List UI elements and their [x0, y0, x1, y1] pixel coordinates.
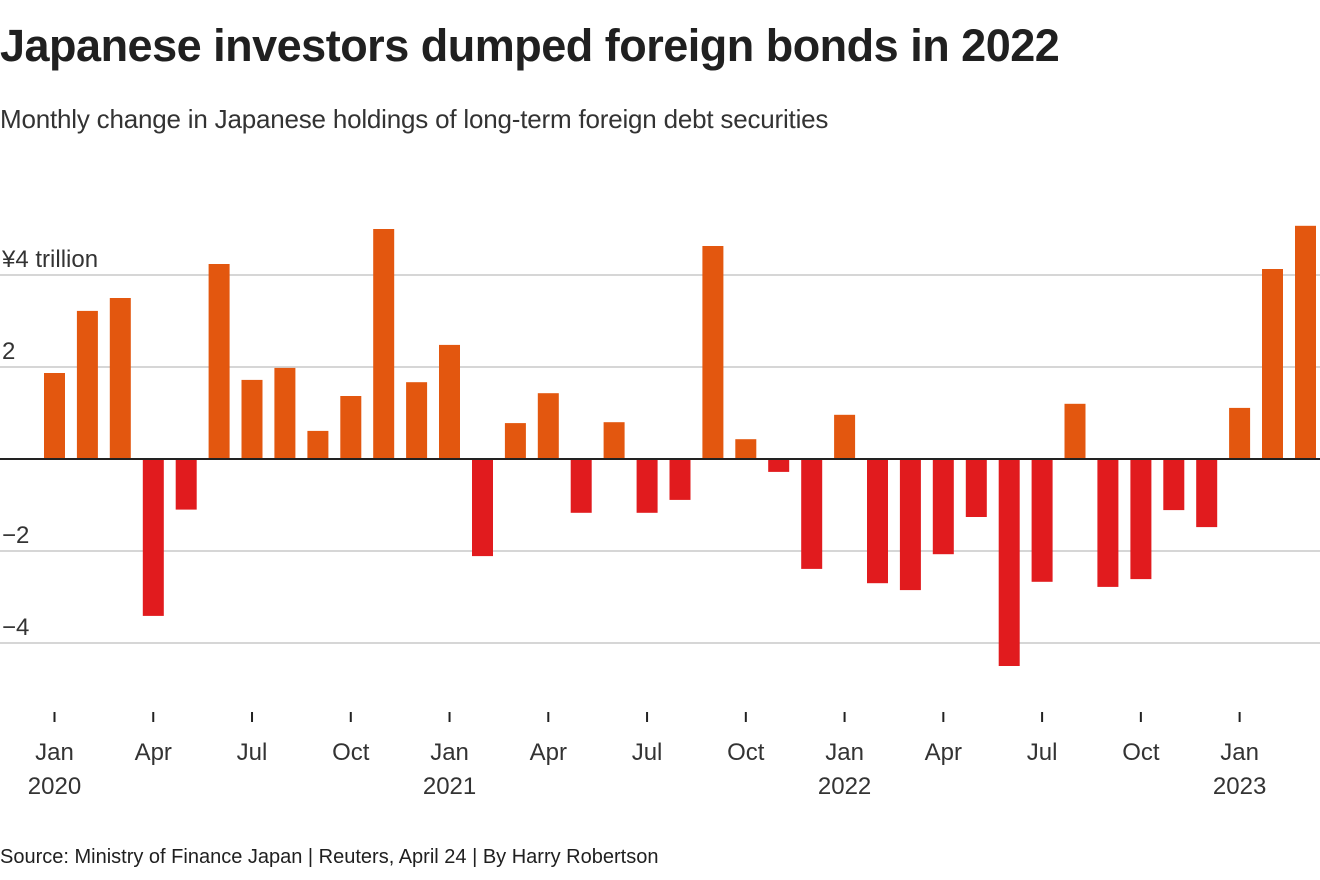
- bar-2021-05: [570, 459, 592, 513]
- y-tick-label: −4: [2, 614, 29, 641]
- x-tick-label: Apr: [530, 739, 567, 766]
- y-tick-label: 2: [2, 338, 15, 365]
- gridlines: ¥4 trillion 2 −2 −4: [0, 246, 1320, 644]
- bar-2020-08: [274, 367, 296, 459]
- x-tick-label: Jul: [632, 739, 663, 766]
- x-tick-label: Oct: [332, 739, 370, 766]
- bar-2020-06: [208, 264, 230, 459]
- bar-2020-01: [44, 373, 65, 459]
- bar-2021-11: [768, 459, 790, 472]
- x-tick-label: Oct: [727, 739, 765, 766]
- bar-2022-10: [1130, 459, 1152, 580]
- x-tick-year-label: 2021: [423, 773, 476, 800]
- x-tick-label: Jan: [430, 739, 469, 766]
- x-tick-label: Oct: [1122, 739, 1160, 766]
- bar-2020-07: [241, 379, 263, 459]
- bar-2021-08: [669, 459, 691, 500]
- bar-2020-02: [76, 310, 98, 459]
- bars: [44, 225, 1316, 666]
- bar-2020-11: [373, 229, 395, 459]
- bar-2022-05: [965, 459, 987, 517]
- bar-2021-04: [537, 393, 559, 459]
- bar-2020-03: [109, 298, 131, 459]
- bar-2022-06: [998, 459, 1020, 666]
- x-tick-year-label: 2022: [818, 773, 871, 800]
- bar-2022-09: [1097, 459, 1119, 587]
- source-note: Source: Ministry of Finance Japan | Reut…: [0, 846, 659, 868]
- bar-2021-07: [636, 459, 658, 513]
- chart-title: Japanese investors dumped foreign bonds …: [0, 20, 1060, 71]
- bar-2020-10: [340, 396, 362, 459]
- x-tick-year-label: 2020: [28, 773, 81, 800]
- bar-2021-12: [801, 459, 823, 569]
- x-tick-label: Jul: [1027, 739, 1058, 766]
- bar-2021-10: [735, 439, 757, 459]
- bar-2023-02: [1262, 269, 1283, 459]
- y-tick-label: ¥4 trillion: [1, 246, 98, 273]
- bar-2021-09: [702, 246, 724, 459]
- bar-2020-09: [307, 430, 329, 459]
- bar-2020-04: [142, 459, 164, 616]
- bar-2022-07: [1031, 459, 1053, 582]
- chart-subtitle: Monthly change in Japanese holdings of l…: [0, 104, 829, 134]
- y-tick-label: −2: [2, 522, 29, 549]
- x-tick-label: Apr: [925, 739, 962, 766]
- bar-2023-01: [1229, 407, 1251, 459]
- bar-2022-03: [899, 459, 921, 591]
- bar-2022-02: [867, 459, 888, 584]
- bar-2021-01: [439, 344, 460, 459]
- bar-2020-05: [175, 459, 197, 510]
- x-tick-label: Jul: [237, 739, 268, 766]
- x-tick-year-label: 2023: [1213, 773, 1266, 800]
- x-tick-label: Jan: [825, 739, 864, 766]
- bar-2021-06: [603, 422, 625, 459]
- bar-2022-12: [1196, 459, 1218, 528]
- bar-2023-03: [1295, 225, 1316, 459]
- x-tick-label: Jan: [35, 739, 74, 766]
- bar-2021-03: [504, 423, 526, 459]
- x-axis: Jan 2020 Apr Jul Oct Jan 2021 Apr Jul Oct Jan 2022 A…: [28, 712, 1266, 800]
- bar-2022-04: [932, 459, 954, 555]
- bar-2022-11: [1163, 459, 1185, 511]
- bar-2021-02: [472, 459, 493, 557]
- bar-2020-12: [406, 382, 428, 459]
- x-tick-label: Apr: [135, 739, 172, 766]
- bar-2022-08: [1064, 403, 1086, 459]
- bar-2022-01: [834, 414, 856, 459]
- x-tick-label: Jan: [1220, 739, 1259, 766]
